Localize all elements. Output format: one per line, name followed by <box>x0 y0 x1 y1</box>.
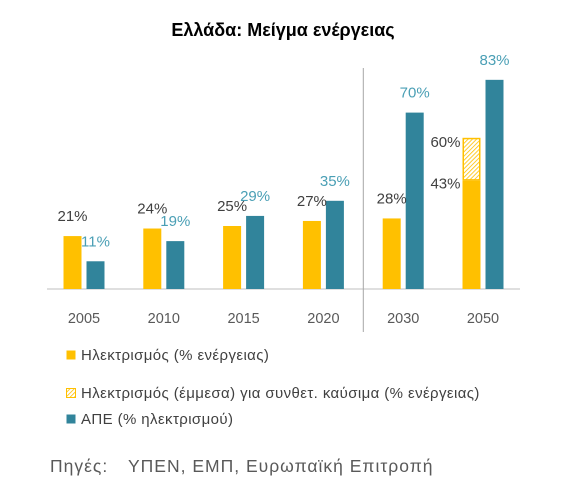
legend-label-electricity-synthetic-fuels: Ηλεκτρισμός (έμμεσα) για συνθετ. καύσιμα… <box>81 385 480 402</box>
chart-title: Ελλάδα: Μείγμα ενέργειας <box>171 20 394 40</box>
data-label-res-share-2005: 11% <box>81 233 110 250</box>
data-label-res-share-2050: 83% <box>479 52 509 69</box>
legend-label-res-share: ΑΠΕ (% ηλεκτρισμού) <box>81 411 233 428</box>
legend-label-electricity: Ηλεκτρισμός (% ενέργειας) <box>81 347 269 364</box>
x-tick-label-2050: 2050 <box>467 311 499 327</box>
bar-electricity-2030 <box>382 218 401 289</box>
data-label-res-share-2030: 70% <box>400 85 430 102</box>
x-tick-label-2015: 2015 <box>227 311 259 327</box>
bar-electricity-synthetic-fuels-2050 <box>462 137 481 181</box>
axes <box>47 68 520 332</box>
bars <box>63 79 504 289</box>
bar-res-share-2010 <box>166 241 185 289</box>
data-label-electricity-2015: 25% <box>217 198 247 215</box>
source-note: Πηγές: ΥΠΕΝ, ΕΜΠ, Ευρωπαϊκή Επιτροπή <box>50 456 434 476</box>
legend-item-electricity-synthetic-fuels: Ηλεκτρισμός (έμμεσα) για συνθετ. καύσιμα… <box>66 385 480 402</box>
data-labels: 21% 24% 25% 27% 28% 43% 60% 11% 19% 29% 35% 70% 83% <box>57 52 509 250</box>
legend: Ηλεκτρισμός (% ενέργειας) Ηλεκτρισμός (έμ… <box>66 347 480 428</box>
x-tick-label-2020: 2020 <box>307 311 339 327</box>
legend-item-res-share: ΑΠΕ (% ηλεκτρισμού) <box>66 411 233 428</box>
bar-res-share-2020 <box>325 200 344 289</box>
bar-electricity-2020 <box>302 220 321 289</box>
x-tick-label-2005: 2005 <box>68 311 100 327</box>
data-label-electricity-2050: 43% <box>430 176 460 193</box>
bar-electricity-2010 <box>143 228 162 289</box>
legend-swatch-res-share <box>66 414 76 424</box>
data-label-electricity-2030: 28% <box>377 190 407 207</box>
data-label-electricity-2020: 27% <box>297 193 327 210</box>
bar-res-share-2050 <box>485 79 504 289</box>
bar-res-share-2005 <box>86 261 105 289</box>
legend-swatch-electricity <box>66 350 76 360</box>
x-axis-tick-labels: 2005 2010 2015 2020 2030 2050 <box>68 311 499 327</box>
source-text: ΥΠΕΝ, ΕΜΠ, Ευρωπαϊκή Επιτροπή <box>128 456 434 476</box>
data-label-res-share-2020: 35% <box>320 173 350 190</box>
bar-res-share-2015 <box>246 215 265 289</box>
x-tick-label-2010: 2010 <box>148 311 180 327</box>
bar-res-share-2030 <box>405 112 424 289</box>
legend-item-electricity: Ηλεκτρισμός (% ενέργειας) <box>66 347 269 364</box>
data-label-electricity-synthetic-fuels-2050: 60% <box>430 134 460 151</box>
data-label-res-share-2015: 29% <box>240 188 270 205</box>
data-label-res-share-2010: 19% <box>160 213 190 230</box>
bar-electricity-2005 <box>63 236 82 289</box>
data-label-electricity-2010: 24% <box>137 201 167 218</box>
x-tick-label-2030: 2030 <box>387 311 419 327</box>
data-label-electricity-2005: 21% <box>57 208 87 225</box>
source-label: Πηγές: <box>50 456 108 476</box>
bar-electricity-2050 <box>462 180 481 289</box>
legend-swatch-electricity-synthetic-fuels <box>66 388 76 398</box>
bar-electricity-2015 <box>223 226 242 289</box>
